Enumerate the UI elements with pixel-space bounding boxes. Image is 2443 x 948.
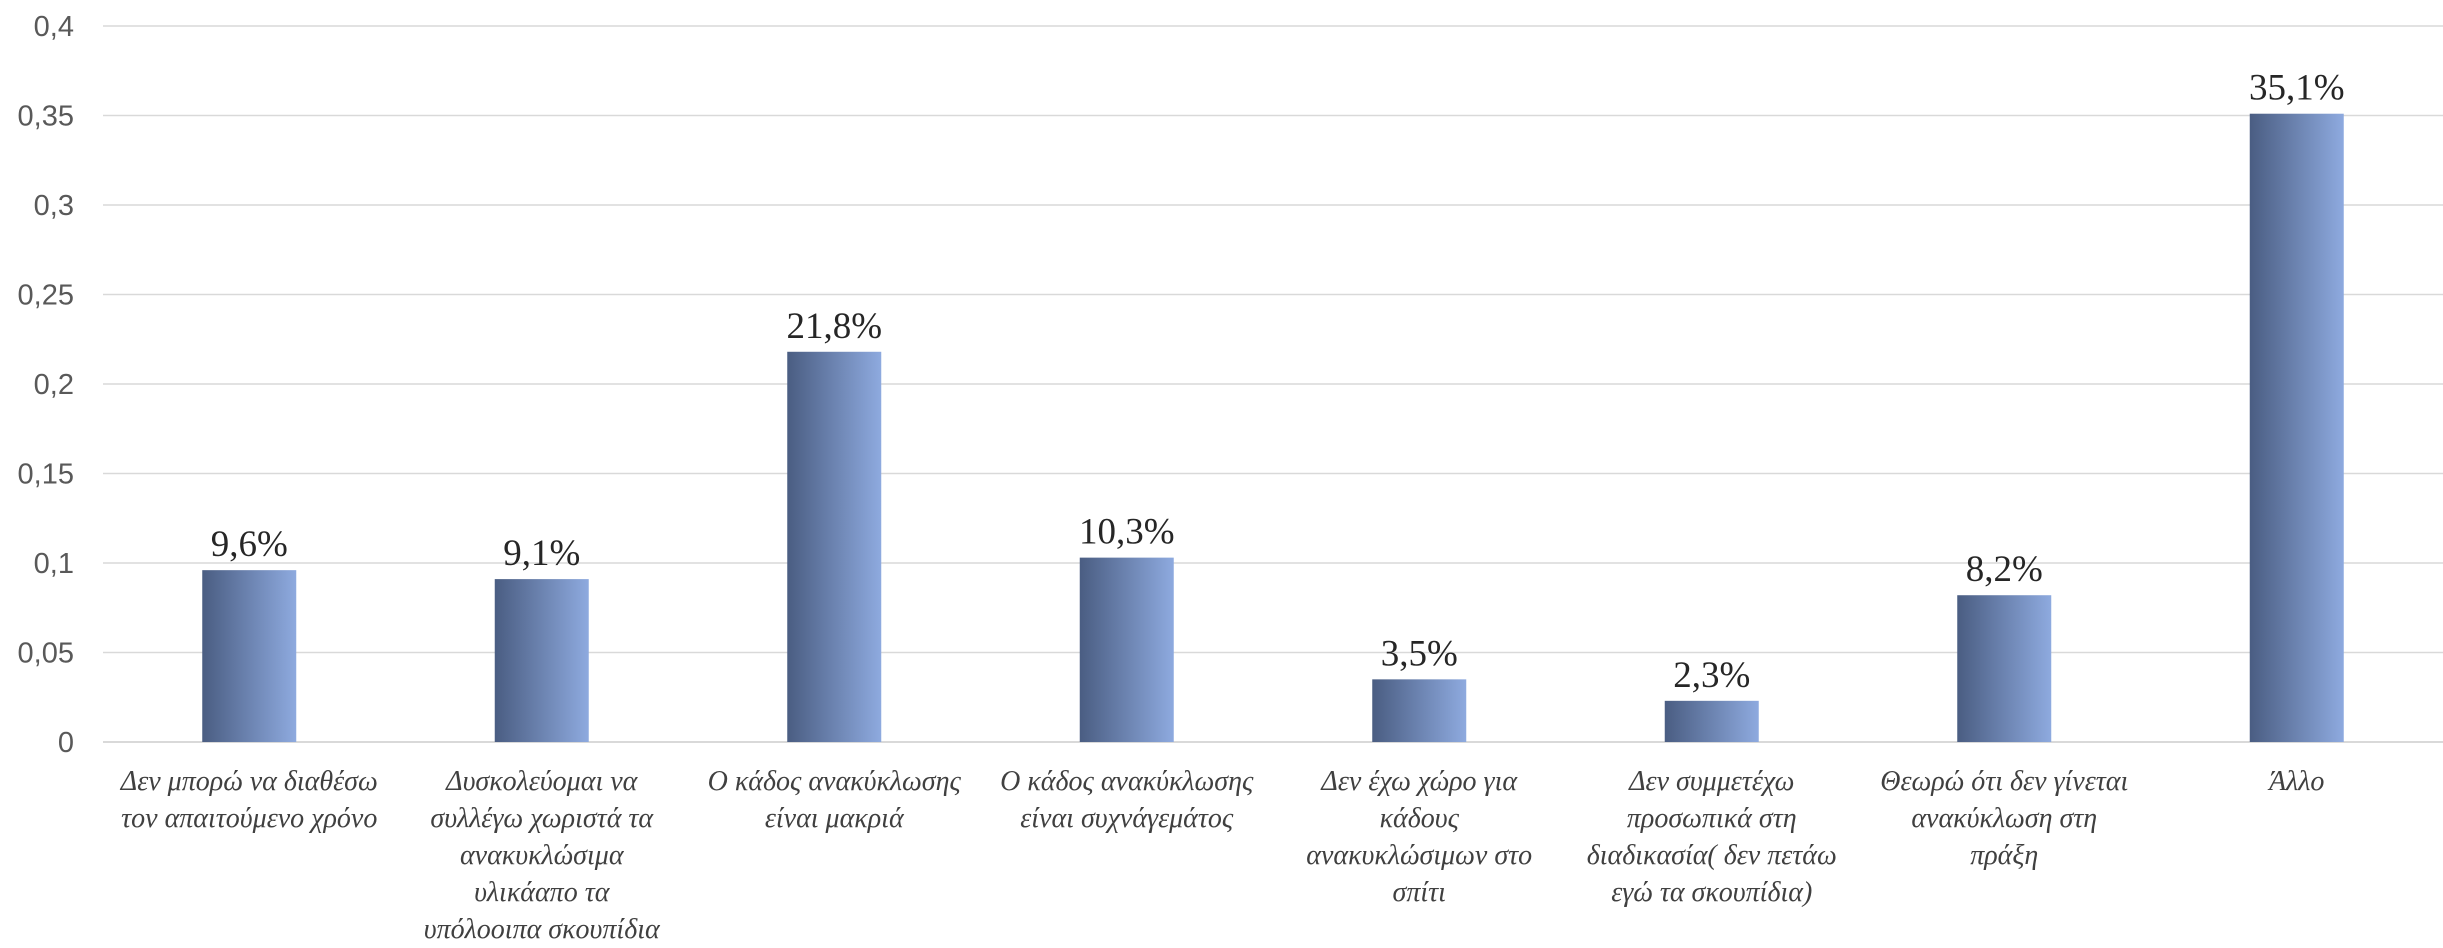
y-axis-tick-labels: 0 0,05 0,1 0,15 0,2 0,25 0,3 0,35 0,4 xyxy=(18,11,74,759)
bar xyxy=(494,579,589,742)
x-tick-label-line: πράξη xyxy=(1970,840,2039,871)
x-tick-label-line: Θεωρώ ότι δεν γίνεται xyxy=(1880,766,2129,797)
bar xyxy=(1079,557,1174,742)
x-tick-label-line: συλλέγω χωριστά τα xyxy=(430,803,654,834)
data-label: 35,1% xyxy=(2249,68,2345,109)
x-tick-label-line: υλικάαπο τα xyxy=(474,877,610,908)
x-tick-label-line: διαδικασία( δεν πετάω xyxy=(1586,840,1837,871)
x-tick-label-line: ανακύκλωση στη xyxy=(1911,803,2098,834)
bar xyxy=(202,570,297,742)
bar xyxy=(787,351,882,742)
y-tick-label: 0,25 xyxy=(18,280,74,312)
x-tick-label-line: εγώ τα σκουπίδια) xyxy=(1611,877,1813,908)
x-tick-label: Δεν μπορώ να διαθέσω τον απαιτούμενο χρόν… xyxy=(104,763,394,837)
gridlines xyxy=(103,25,2443,743)
x-tick-label: Ο κάδος ανακύκλωσης είναι συχνάγεμάτος xyxy=(982,763,1272,837)
x-tick-label-line: τον απαιτούμενο χρόνο xyxy=(121,803,378,834)
data-label: 2,3% xyxy=(1673,655,1750,696)
x-tick-label-line: Δεν μπορώ να διαθέσω xyxy=(120,766,378,797)
x-tick-label-line: σπίτι xyxy=(1392,877,1446,908)
x-tick-label-line: υπόλοοιπα σκουπίδια xyxy=(423,914,660,945)
x-tick-label-line: Δεν συμμετέχω xyxy=(1629,766,1795,797)
data-label: 9,6% xyxy=(211,524,288,565)
x-tick-label: Δεν συμμετέχω προσωπικά στη διαδικασία( δε… xyxy=(1567,763,1857,911)
bar xyxy=(1372,679,1467,742)
data-label: 21,8% xyxy=(786,306,882,347)
x-tick-label-line: είναι μακριά xyxy=(764,803,904,834)
x-tick-label: Δεν έχω χώρο για κάδους ανακυκλώσιμων στο σ… xyxy=(1274,763,1564,911)
bars xyxy=(202,113,2344,742)
bar xyxy=(2249,113,2344,742)
data-label: 3,5% xyxy=(1381,633,1458,674)
x-tick-label-line: ανακυκλώσιμων στο xyxy=(1306,840,1533,871)
x-tick-label: Θεωρώ ότι δεν γίνεται ανακύκλωση στη πράξη xyxy=(1859,763,2149,874)
x-tick-label: Άλλο xyxy=(2152,763,2442,800)
y-tick-label: 0,15 xyxy=(18,459,74,491)
x-tick-label-line: Άλλο xyxy=(2269,766,2325,797)
x-tick-label-line: ανακυκλώσιμα xyxy=(459,840,624,871)
x-tick-label: Δυσκολεύομαι να συλλέγω χωριστά τα ανακυκλ… xyxy=(397,763,687,948)
y-tick-label: 0,1 xyxy=(34,548,74,580)
x-tick-label-line: προσωπικά στη xyxy=(1626,803,1797,834)
y-tick-label: 0,3 xyxy=(34,190,74,222)
x-tick-label-line: Δυσκολεύομαι να xyxy=(446,766,638,797)
x-tick-label-line: είναι συχνάγεμάτος xyxy=(1020,803,1234,834)
data-label: 10,3% xyxy=(1079,512,1175,553)
x-tick-label-line: Ο κάδος ανακύκλωσης xyxy=(1000,766,1254,797)
data-label: 9,1% xyxy=(503,533,580,574)
y-tick-label: 0,4 xyxy=(34,11,74,43)
data-label: 8,2% xyxy=(1966,549,2043,590)
y-tick-label: 0,35 xyxy=(18,101,74,133)
x-tick-label-line: Ο κάδος ανακύκλωσης xyxy=(707,766,961,797)
x-tick-label: Ο κάδος ανακύκλωσης είναι μακριά xyxy=(689,763,979,837)
y-tick-label: 0 xyxy=(58,727,74,759)
x-tick-label-line: κάδους xyxy=(1379,803,1459,834)
y-tick-label: 0,2 xyxy=(34,369,74,401)
x-tick-label-line: Δεν έχω χώρο για xyxy=(1321,766,1518,797)
bar xyxy=(1957,595,2052,742)
data-labels: 9,6% 9,1% 21,8% 10,3% 3,5% 2,3% 8,2% 35,1% xyxy=(211,68,2345,696)
bar xyxy=(1664,700,1759,742)
y-tick-label: 0,05 xyxy=(18,638,74,670)
